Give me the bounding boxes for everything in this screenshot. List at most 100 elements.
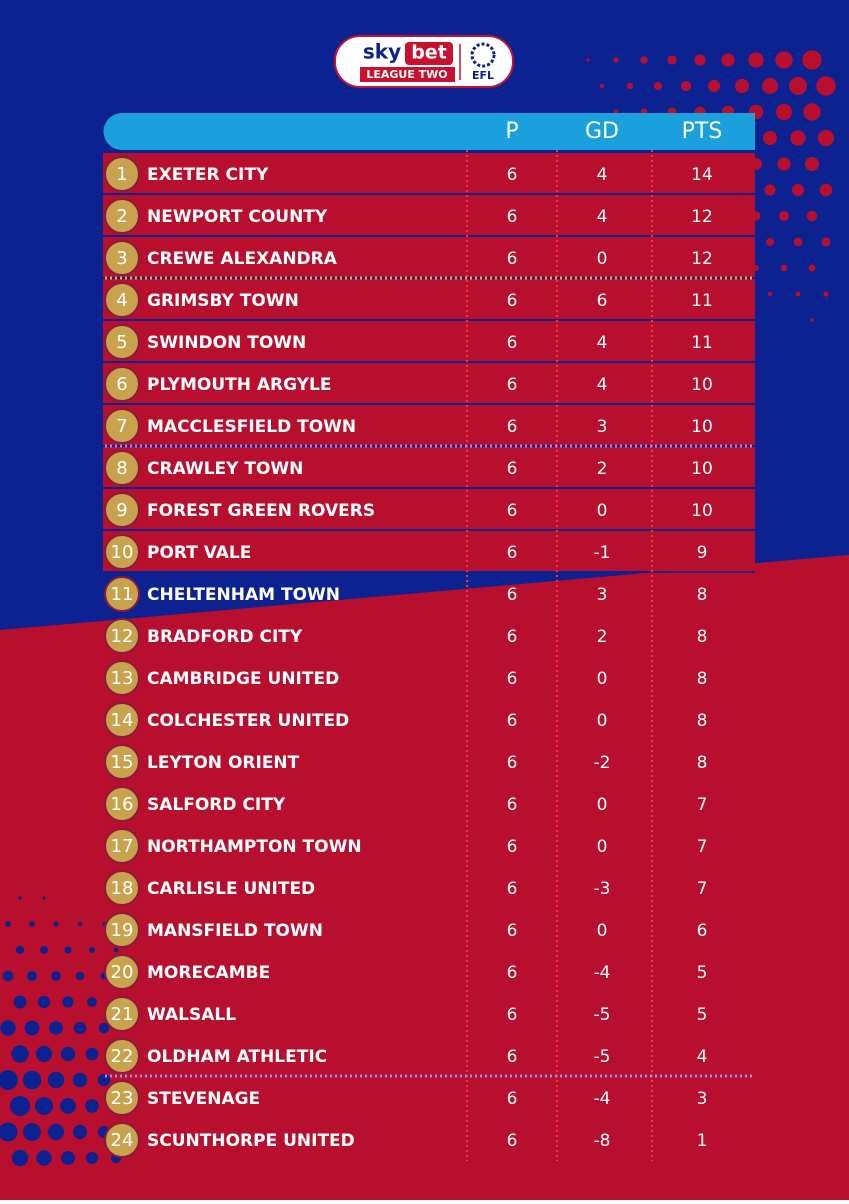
position-badge	[104, 450, 140, 486]
decor-dot	[87, 997, 97, 1007]
decor-dot	[85, 1099, 99, 1113]
decor-dot	[26, 970, 38, 982]
cell-value: 6	[597, 291, 608, 311]
decor-dot	[11, 1149, 29, 1167]
decor-dot	[803, 103, 821, 121]
position: 4	[116, 290, 127, 311]
cell-value: -4	[594, 963, 611, 983]
decor-dot	[37, 995, 51, 1009]
cell-value: 7	[697, 795, 708, 815]
cell-value: -4	[594, 1089, 611, 1109]
team-name: MORECAMBE	[147, 963, 270, 983]
row-background	[103, 447, 755, 487]
decor-dot	[64, 946, 72, 954]
position-badge	[104, 744, 140, 780]
logo-sky: sky	[363, 40, 401, 64]
cell-value: 0	[597, 711, 608, 731]
position: 20	[111, 962, 134, 983]
decor-dot	[75, 971, 85, 981]
logo-league-bar	[360, 67, 455, 82]
row-background	[103, 363, 755, 403]
decor-dot	[73, 1021, 87, 1035]
decor-dot	[15, 945, 25, 955]
position: 13	[111, 668, 134, 689]
team-name: WALSALL	[147, 1005, 236, 1025]
position: 5	[116, 332, 127, 353]
cell-value: 6	[507, 921, 518, 941]
cell-value: 4	[597, 207, 608, 227]
decor-dot	[694, 54, 706, 66]
position-badge	[104, 156, 140, 192]
decor-dot	[817, 129, 835, 147]
decor-dot	[810, 318, 814, 322]
decor-dot	[97, 1073, 111, 1087]
cell-value: 3	[697, 1089, 708, 1109]
decor-dot	[113, 947, 119, 953]
cell-value: 6	[507, 753, 518, 773]
position-badge	[104, 618, 140, 654]
cell-value: 6	[507, 1005, 518, 1025]
decor-dot	[721, 53, 735, 67]
decor-dot	[806, 210, 818, 222]
decor-dot	[51, 971, 61, 981]
cell-value: 6	[507, 375, 518, 395]
position: 9	[116, 500, 127, 521]
decor-dot	[47, 1123, 65, 1141]
position: 2	[116, 206, 127, 227]
decor-dot	[40, 946, 48, 954]
position-badge	[104, 240, 140, 276]
logo-bet: bet	[411, 42, 447, 64]
team-name: MACCLESFIELD TOWN	[147, 417, 356, 437]
decor-dot	[779, 211, 789, 221]
decor-dot	[764, 184, 776, 196]
cell-value: -5	[594, 1005, 611, 1025]
position: 1	[116, 164, 127, 185]
cell-value: 10	[691, 375, 713, 395]
cell-value: 6	[507, 795, 518, 815]
decor-dot	[60, 1098, 76, 1114]
decor-dot	[85, 1151, 99, 1165]
decor-dot	[734, 78, 750, 94]
decor-dot	[0, 1122, 18, 1142]
position: 23	[111, 1088, 134, 1109]
cell-value: 6	[507, 963, 518, 983]
decor-dot	[748, 52, 764, 68]
decor-dot	[795, 291, 801, 297]
decor-dot	[49, 1021, 63, 1035]
position: 24	[111, 1130, 134, 1151]
position: 17	[111, 836, 134, 857]
cell-value: 1	[697, 1131, 708, 1151]
cell-value: 6	[507, 333, 518, 353]
logo-league: LEAGUE TWO	[366, 68, 447, 81]
position-badge	[104, 198, 140, 234]
decor-dot	[2, 970, 14, 982]
position-badge	[104, 408, 140, 444]
cell-value: 6	[507, 837, 518, 857]
cell-value: -1	[594, 543, 611, 563]
cell-value: 4	[597, 165, 608, 185]
decor-dot	[640, 56, 648, 64]
decor-dot	[60, 1046, 76, 1062]
cell-value: -3	[594, 879, 611, 899]
decor-dot	[804, 156, 820, 172]
position-badge	[104, 912, 140, 948]
row-background	[103, 237, 755, 277]
position: 22	[111, 1046, 134, 1067]
cell-value: 0	[597, 249, 608, 269]
position-badge	[104, 576, 140, 612]
cell-value: 0	[597, 501, 608, 521]
cell-value: 6	[507, 459, 518, 479]
position-badge	[104, 954, 140, 990]
cell-value: 5	[697, 963, 708, 983]
cell-value: 5	[697, 1005, 708, 1025]
position-badge	[104, 534, 140, 570]
header-bar	[103, 113, 756, 150]
position-badge	[104, 828, 140, 864]
position: 21	[111, 1004, 134, 1025]
decor-dot	[808, 264, 816, 272]
position: 11	[111, 584, 134, 605]
cell-value: 6	[507, 417, 518, 437]
